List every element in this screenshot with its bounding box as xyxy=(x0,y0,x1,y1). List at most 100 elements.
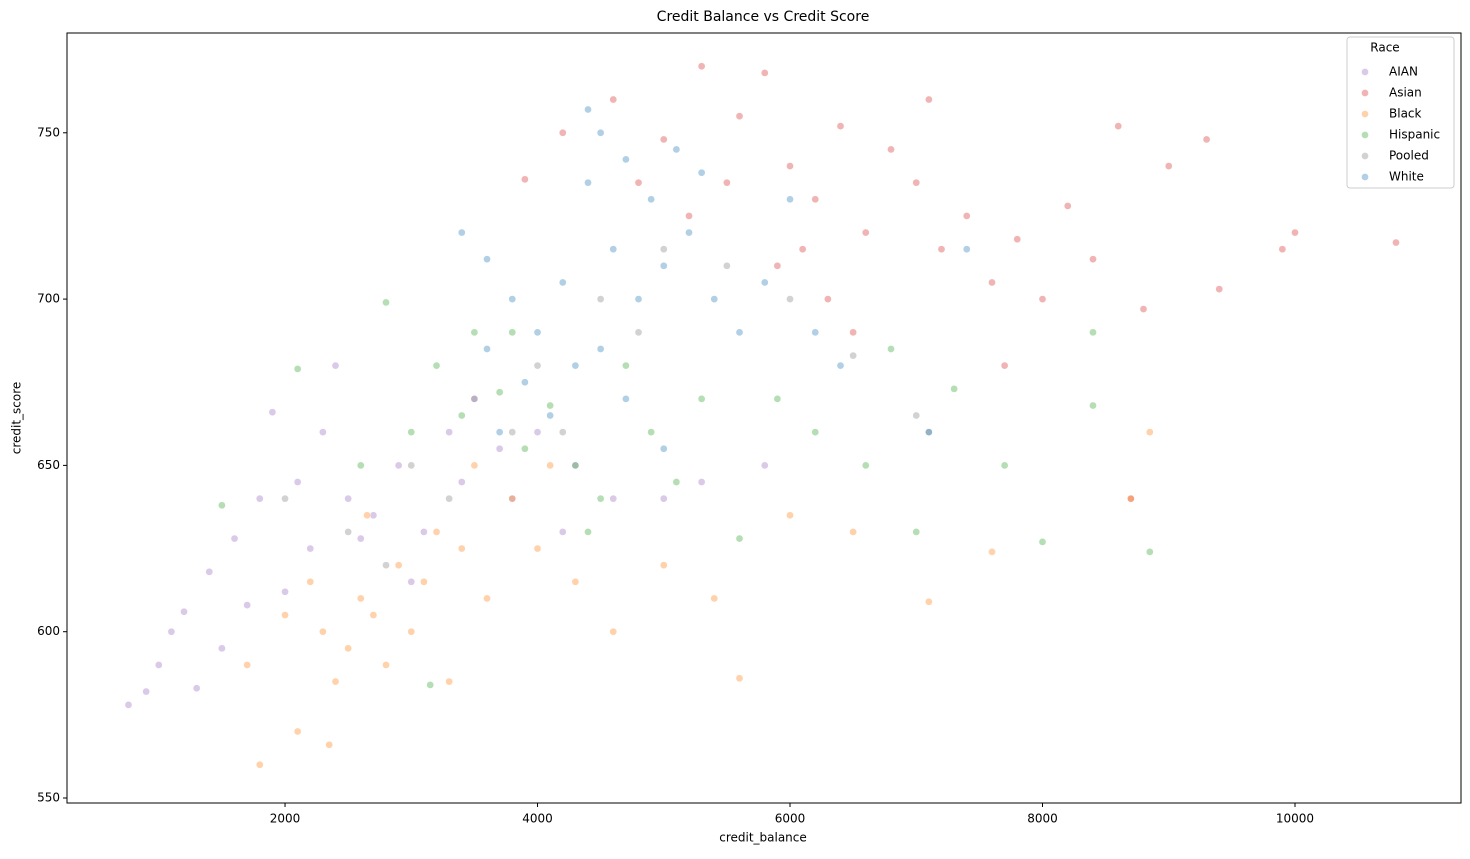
x-tick-label: 4000 xyxy=(522,812,553,826)
legend-marker xyxy=(1361,110,1369,118)
point xyxy=(1038,538,1047,546)
point xyxy=(470,328,479,337)
point xyxy=(659,494,668,503)
point xyxy=(1089,328,1097,337)
point xyxy=(925,597,933,606)
point xyxy=(773,261,782,270)
plot-frame xyxy=(66,32,1462,804)
point xyxy=(319,428,327,436)
points xyxy=(124,62,1400,769)
point xyxy=(584,528,592,536)
point xyxy=(369,511,378,520)
point xyxy=(281,494,289,503)
point xyxy=(293,727,302,736)
point xyxy=(634,178,643,187)
y-tick-label: 600 xyxy=(37,624,60,638)
point xyxy=(546,461,554,470)
point xyxy=(950,385,958,393)
legend-label: Asian xyxy=(1389,86,1422,100)
point xyxy=(205,567,214,576)
point xyxy=(306,544,315,553)
point xyxy=(457,478,466,486)
point xyxy=(508,328,517,337)
point xyxy=(735,328,744,337)
legend-label: AIAN xyxy=(1389,65,1418,79)
point xyxy=(609,627,618,636)
point xyxy=(596,128,605,137)
point xyxy=(382,661,390,669)
point xyxy=(432,361,441,370)
point xyxy=(243,601,252,609)
point xyxy=(912,528,921,536)
point xyxy=(167,627,176,636)
y-tick-label: 550 xyxy=(37,791,60,805)
point xyxy=(735,534,744,543)
x-axis-label: credit_balance xyxy=(719,831,807,845)
point xyxy=(445,494,453,503)
legend-marker xyxy=(1361,68,1369,76)
point xyxy=(546,411,554,420)
point xyxy=(1114,122,1123,130)
point xyxy=(255,760,264,769)
point xyxy=(363,511,371,520)
point xyxy=(1127,494,1135,503)
point xyxy=(394,461,403,470)
point xyxy=(811,428,820,436)
point xyxy=(420,577,428,586)
point xyxy=(1038,295,1047,303)
point xyxy=(824,295,832,303)
point xyxy=(533,361,542,370)
point xyxy=(849,328,857,337)
point xyxy=(1000,461,1009,470)
point xyxy=(356,461,365,470)
point xyxy=(659,561,668,570)
point xyxy=(356,594,365,603)
point xyxy=(596,494,605,503)
point xyxy=(344,644,352,653)
point xyxy=(659,261,668,270)
point xyxy=(735,674,744,683)
point xyxy=(786,511,794,520)
point xyxy=(622,395,630,403)
point xyxy=(180,607,188,616)
point xyxy=(786,295,794,303)
y-tick-label: 650 xyxy=(37,458,60,472)
point xyxy=(861,228,870,237)
point xyxy=(331,677,340,686)
point xyxy=(124,701,133,709)
point xyxy=(533,328,542,337)
legend-label: Black xyxy=(1389,107,1422,121)
point xyxy=(483,594,491,603)
point xyxy=(584,178,592,187)
point xyxy=(811,328,820,337)
legend-box xyxy=(1346,36,1455,189)
point xyxy=(786,162,794,170)
point xyxy=(622,361,630,370)
point xyxy=(760,69,769,77)
point xyxy=(760,461,769,470)
legend: Race AIAN Asian Black Hispanic Pooled White xyxy=(1346,36,1455,189)
legend-label: Hispanic xyxy=(1389,128,1440,142)
point xyxy=(495,444,504,453)
point xyxy=(1202,135,1211,144)
point xyxy=(533,544,542,553)
point xyxy=(306,577,315,586)
point xyxy=(470,461,479,470)
point xyxy=(672,478,681,486)
point xyxy=(255,494,264,503)
point xyxy=(521,378,529,387)
point xyxy=(533,428,542,436)
point xyxy=(1063,202,1072,210)
point xyxy=(344,528,352,536)
point xyxy=(268,408,277,417)
point xyxy=(1145,428,1154,436)
point xyxy=(558,528,567,536)
point xyxy=(773,395,782,403)
point xyxy=(420,528,428,536)
point xyxy=(912,411,921,420)
y-tick-label: 750 xyxy=(37,125,60,139)
point xyxy=(142,687,151,696)
point xyxy=(192,684,201,693)
point xyxy=(672,145,681,154)
